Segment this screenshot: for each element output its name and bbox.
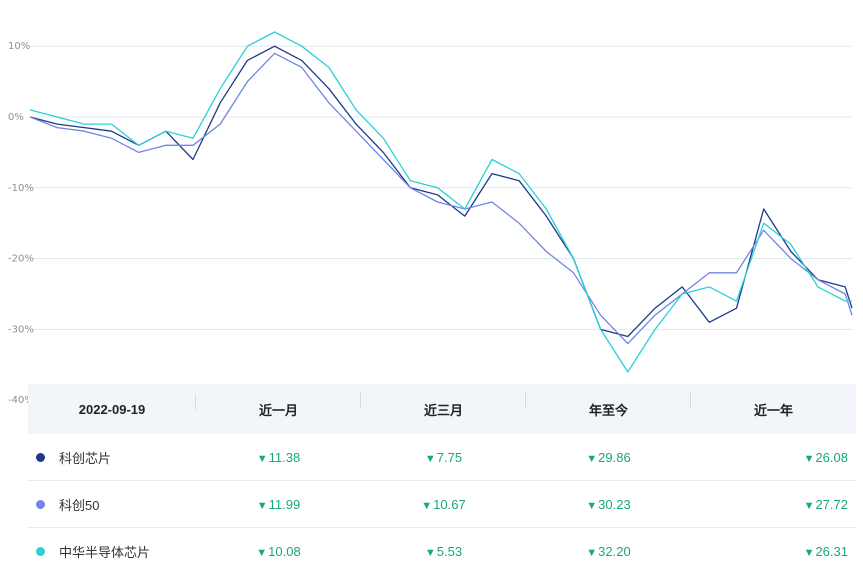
series-name: 科创50: [59, 497, 100, 513]
series-dot: [36, 499, 45, 509]
performance-line-chart: 10% 0% -10% -20% -30% -40%: [8, 31, 853, 406]
down-arrow-icon: ▼: [803, 546, 815, 559]
header-1m: 近一月: [196, 391, 361, 419]
y-tick-label: -30%: [8, 324, 34, 335]
down-arrow-icon: ▼: [256, 499, 268, 512]
y-tick-label: -10%: [8, 183, 34, 194]
value-3m: 10.67: [433, 496, 466, 512]
performance-table: 2022-09-19 近一月 近三月 年至今 近一年 科创芯片 ▼11.38 ▼…: [28, 384, 856, 574]
value-ytd: 29.86: [598, 449, 631, 465]
down-arrow-icon: ▼: [421, 499, 433, 512]
table-row: 中华半导体芯片 ▼10.08 ▼5.53 ▼32.20 ▼26.31: [28, 528, 856, 574]
header-ytd: 年至今: [526, 391, 691, 419]
y-tick-label: -40%: [8, 395, 34, 406]
series-name: 科创芯片: [59, 450, 112, 466]
down-arrow-icon: ▼: [586, 452, 598, 465]
down-arrow-icon: ▼: [256, 452, 268, 465]
header-3m: 近三月: [361, 391, 526, 419]
date-header: 2022-09-19: [28, 393, 196, 417]
table-row: 科创芯片 ▼11.38 ▼7.75 ▼29.86 ▼26.08: [28, 434, 856, 481]
value-1m: 11.99: [268, 496, 301, 512]
header-1y: 近一年: [753, 402, 793, 418]
y-tick-label: 10%: [8, 41, 30, 52]
down-arrow-icon: ▼: [424, 452, 436, 465]
series-lines: [29, 31, 853, 373]
value-ytd: 32.20: [598, 543, 631, 559]
series-dot: [36, 452, 45, 462]
value-1y: 27.72: [815, 496, 848, 512]
down-arrow-icon: ▼: [256, 546, 268, 559]
down-arrow-icon: ▼: [586, 499, 598, 512]
series-name: 中华半导体芯片: [59, 544, 151, 560]
grid-lines: [30, 45, 852, 330]
y-tick-label: -20%: [8, 254, 34, 265]
table-row: 科创50 ▼11.99 ▼10.67 ▼30.23 ▼27.72: [28, 481, 856, 528]
series-line-3: [29, 31, 852, 373]
series-line-2: [29, 52, 853, 345]
series-line-1: [29, 45, 853, 338]
table-header: 2022-09-19 近一月 近三月 年至今 近一年: [28, 384, 856, 434]
value-1m: 11.38: [268, 449, 301, 465]
down-arrow-icon: ▼: [586, 546, 598, 559]
y-axis-ticks: 10% 0% -10% -20% -30% -40%: [8, 41, 34, 406]
value-3m: 5.53: [436, 543, 463, 559]
value-3m: 7.75: [436, 449, 463, 465]
y-tick-label: 0%: [8, 112, 24, 123]
value-ytd: 30.23: [598, 496, 631, 512]
down-arrow-icon: ▼: [803, 499, 815, 512]
series-dot: [36, 546, 45, 556]
down-arrow-icon: ▼: [803, 452, 815, 465]
value-1m: 10.08: [268, 543, 301, 559]
value-1y: 26.08: [815, 449, 848, 465]
value-1y: 26.31: [815, 543, 848, 559]
down-arrow-icon: ▼: [424, 546, 436, 559]
